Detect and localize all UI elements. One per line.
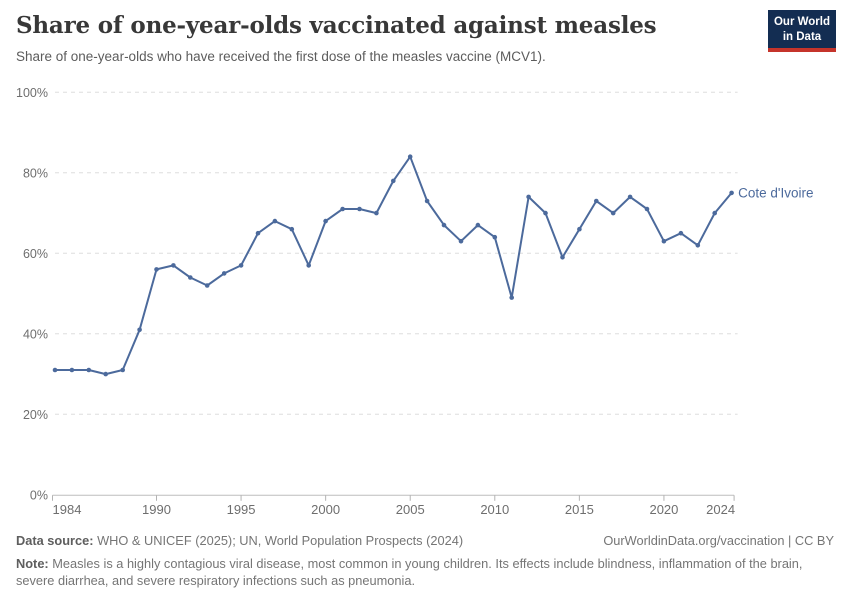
data-point[interactable] — [238, 263, 244, 268]
data-point[interactable] — [272, 218, 278, 224]
x-tick-label: 2010 — [480, 502, 509, 517]
data-point[interactable] — [391, 178, 396, 184]
x-tick-label: 1990 — [142, 502, 171, 517]
series-label[interactable]: Cote d'Ivoire — [738, 185, 813, 200]
data-point[interactable] — [492, 234, 498, 240]
data-point[interactable] — [357, 206, 362, 212]
data-point[interactable] — [475, 222, 481, 228]
data-point[interactable] — [374, 210, 379, 216]
footer-note: Note: Measles is a highly contagious vir… — [16, 555, 834, 590]
data-point[interactable] — [610, 210, 616, 216]
y-tick-label: 0% — [30, 488, 48, 502]
data-source-label: Data source: — [16, 533, 94, 548]
data-point[interactable] — [154, 267, 159, 272]
chart-subtitle: Share of one-year-olds who have received… — [16, 49, 546, 64]
owid-logo[interactable]: Our World in Data — [768, 10, 836, 53]
x-tick-label: 1984 — [53, 502, 82, 517]
data-point[interactable] — [424, 198, 430, 204]
y-tick-label: 20% — [23, 408, 48, 422]
chart-footer: Data source: WHO & UNICEF (2025); UN, Wo… — [16, 532, 834, 590]
data-point[interactable] — [86, 367, 92, 373]
data-point[interactable] — [323, 218, 328, 224]
footer-source-row: Data source: WHO & UNICEF (2025); UN, Wo… — [16, 532, 834, 550]
x-tick-label: 2020 — [649, 502, 678, 517]
data-source-text: WHO & UNICEF (2025); UN, World Populatio… — [97, 533, 464, 548]
page-title: Share of one-year-olds vaccinated agains… — [16, 12, 657, 39]
data-point[interactable] — [729, 190, 734, 196]
data-point[interactable] — [594, 198, 599, 204]
data-point[interactable] — [221, 271, 227, 276]
data-point[interactable] — [458, 238, 464, 244]
data-point[interactable] — [69, 367, 75, 373]
data-point[interactable] — [441, 222, 447, 228]
data-point[interactable] — [340, 206, 345, 212]
note-label: Note: — [16, 555, 49, 571]
data-point[interactable] — [644, 206, 650, 212]
data-point[interactable] — [289, 226, 295, 232]
owid-logo-line2: in Data — [782, 30, 822, 43]
x-tick-label: 2000 — [311, 502, 340, 517]
owid-logo-line1: Our World — [773, 16, 830, 28]
data-point[interactable] — [509, 295, 514, 300]
series-line[interactable] — [54, 155, 733, 376]
data-point[interactable] — [526, 194, 531, 200]
data-point[interactable] — [120, 367, 125, 373]
data-source: Data source: WHO & UNICEF (2025); UN, Wo… — [16, 532, 463, 550]
attribution-link[interactable]: OurWorldinData.org/vaccination | CC BY — [603, 533, 834, 548]
data-point[interactable] — [695, 243, 701, 248]
data-point[interactable] — [204, 283, 210, 288]
x-tick-label: 2024 — [706, 502, 735, 517]
data-point[interactable] — [137, 327, 142, 333]
data-point[interactable] — [627, 194, 633, 200]
chart-header: Share of one-year-olds vaccinated agains… — [16, 12, 754, 66]
y-tick-label: 60% — [23, 247, 48, 261]
data-point[interactable] — [188, 275, 193, 280]
data-point[interactable] — [661, 238, 667, 244]
data-point[interactable] — [255, 230, 261, 236]
data-point[interactable] — [712, 210, 717, 216]
data-point[interactable] — [577, 226, 582, 232]
data-point[interactable] — [52, 367, 58, 373]
x-tick-label: 2015 — [565, 502, 594, 517]
y-tick-label: 40% — [23, 327, 48, 341]
data-point[interactable] — [678, 230, 684, 236]
data-point[interactable] — [171, 263, 176, 268]
note-text: Measles is a highly contagious viral dis… — [16, 555, 803, 589]
y-tick-label: 80% — [23, 166, 48, 180]
data-point[interactable] — [306, 263, 312, 268]
data-point[interactable] — [560, 254, 565, 260]
y-tick-label: 100% — [16, 86, 48, 100]
x-tick-label: 1995 — [227, 502, 256, 517]
x-tick-label: 2005 — [396, 502, 425, 517]
data-point[interactable] — [407, 154, 413, 159]
data-point[interactable] — [543, 210, 548, 216]
data-point[interactable] — [103, 371, 108, 377]
